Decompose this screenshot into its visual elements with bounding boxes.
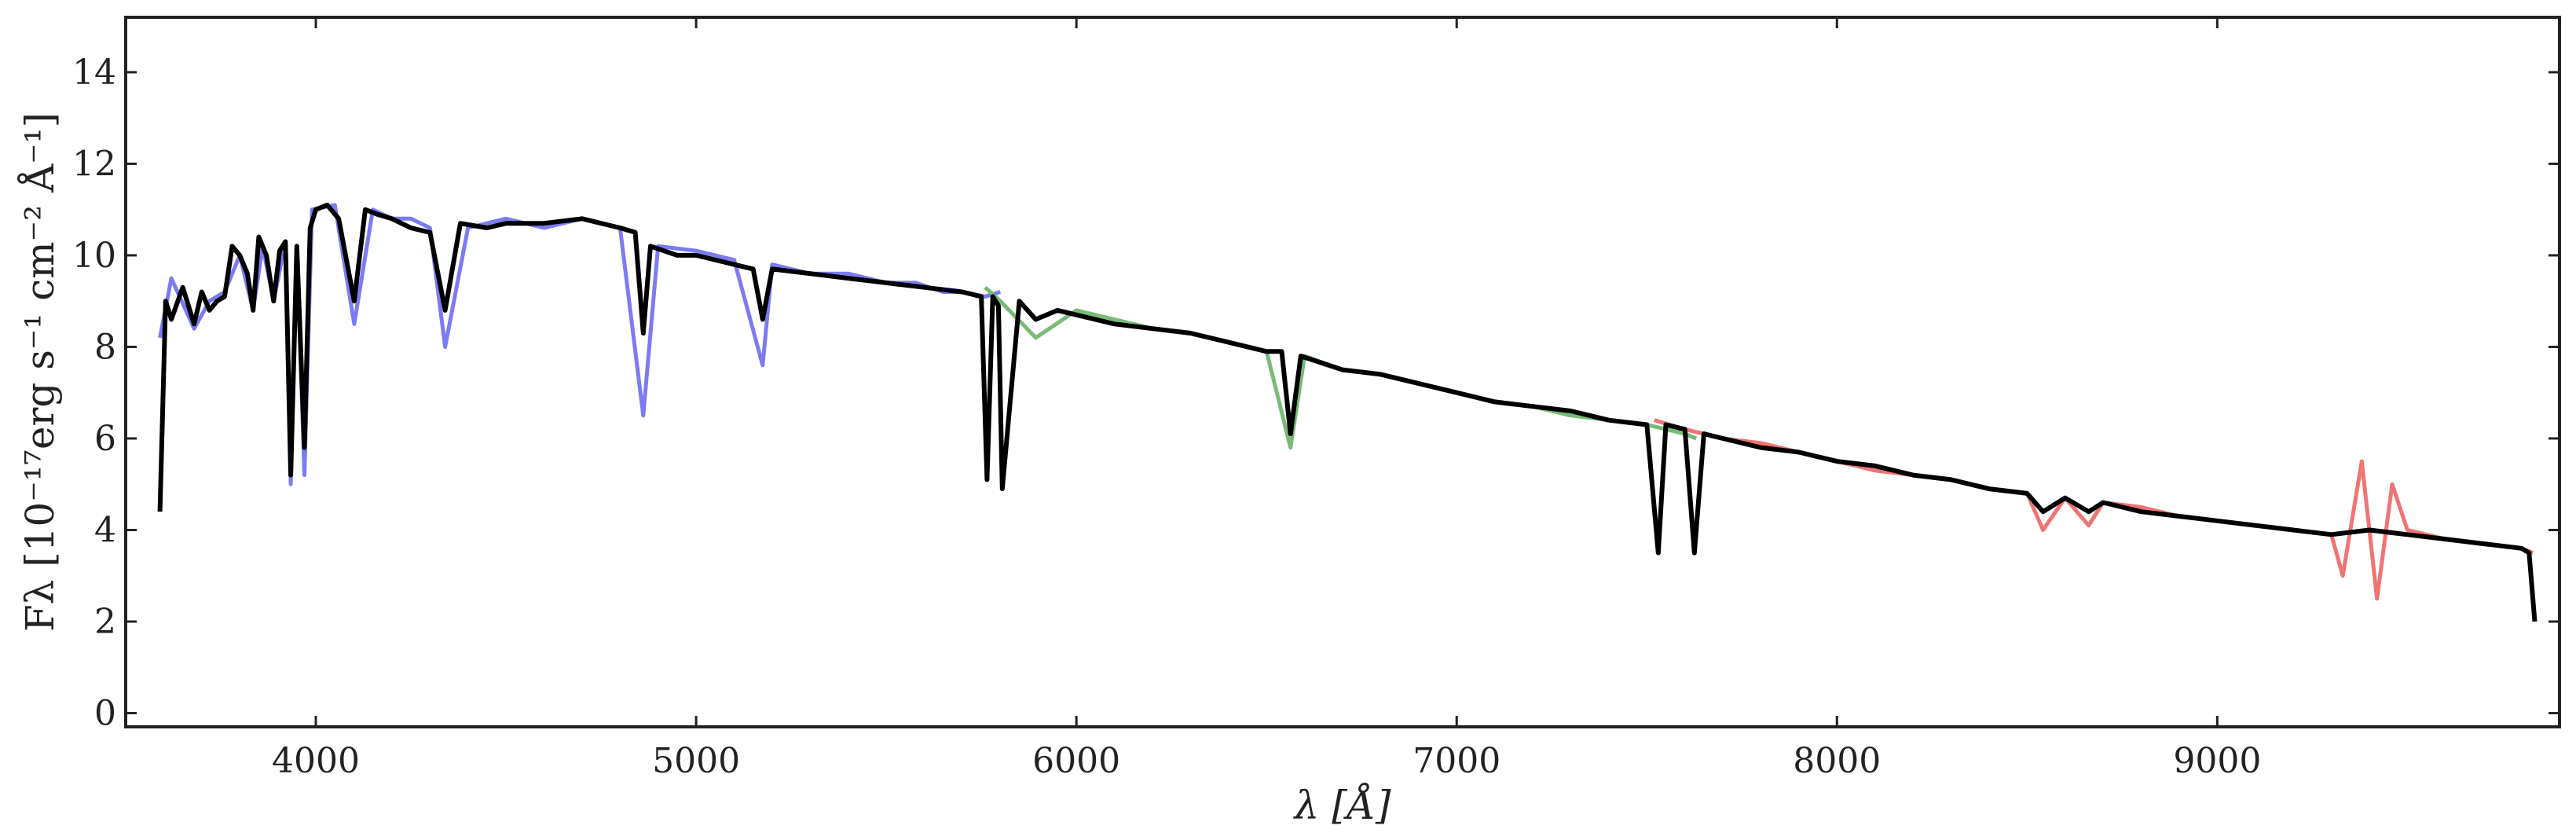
plot-frame <box>124 16 2561 728</box>
x-tick-label: 8000 <box>1793 741 1881 781</box>
x-tick-label: 4000 <box>272 741 360 781</box>
series-line-4 <box>157 202 2538 622</box>
y-tick-label: 12 <box>72 144 116 184</box>
y-tick-label: 10 <box>72 236 116 276</box>
y-axis-title: Fλ [10⁻¹⁷erg s⁻¹ cm⁻² Å⁻¹] <box>16 112 63 632</box>
y-tick-label: 4 <box>94 510 116 550</box>
x-tick-label: 7000 <box>1413 741 1501 781</box>
x-tick-label: 6000 <box>1032 741 1120 781</box>
x-tick-label: 5000 <box>652 741 740 781</box>
x-tick-label: 9000 <box>2173 741 2261 781</box>
series-layer <box>157 202 2538 622</box>
y-tick-label: 0 <box>94 694 116 734</box>
ticks-layer: 4000 5000 6000 7000 8000 9000 0 2 4 6 8 10 12 14 <box>72 17 2560 781</box>
y-tick-label: 6 <box>94 419 116 459</box>
y-tick-label: 14 <box>72 53 116 93</box>
x-axis-title: λ [Å] <box>1293 782 1391 828</box>
y-tick-label: 2 <box>94 602 116 642</box>
y-tick-label: 8 <box>94 327 116 367</box>
